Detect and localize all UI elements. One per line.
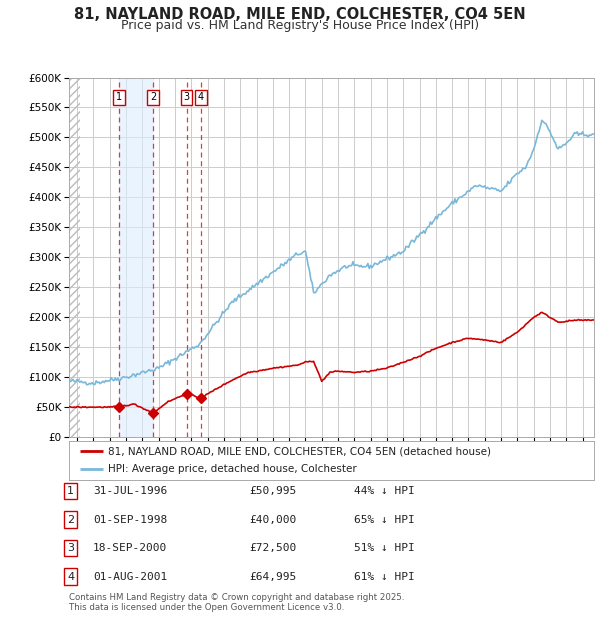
Text: £40,000: £40,000 [249, 515, 296, 525]
Bar [119, 78, 153, 437]
Text: 01-AUG-2001: 01-AUG-2001 [93, 572, 167, 582]
Bar [69, 78, 80, 437]
Text: 81, NAYLAND ROAD, MILE END, COLCHESTER, CO4 5EN: 81, NAYLAND ROAD, MILE END, COLCHESTER, … [74, 7, 526, 22]
Text: 65% ↓ HPI: 65% ↓ HPI [354, 515, 415, 525]
Text: 18-SEP-2000: 18-SEP-2000 [93, 543, 167, 553]
Text: Price paid vs. HM Land Registry's House Price Index (HPI): Price paid vs. HM Land Registry's House … [121, 19, 479, 32]
Text: £50,995: £50,995 [249, 486, 296, 496]
Text: 4: 4 [198, 92, 204, 102]
Text: HPI: Average price, detached house, Colchester: HPI: Average price, detached house, Colc… [109, 464, 357, 474]
Text: 51% ↓ HPI: 51% ↓ HPI [354, 543, 415, 553]
Text: 4: 4 [67, 572, 74, 582]
Text: 81, NAYLAND ROAD, MILE END, COLCHESTER, CO4 5EN (detached house): 81, NAYLAND ROAD, MILE END, COLCHESTER, … [109, 446, 491, 456]
Text: 2: 2 [150, 92, 157, 102]
Text: £72,500: £72,500 [249, 543, 296, 553]
Text: 44% ↓ HPI: 44% ↓ HPI [354, 486, 415, 496]
Text: 3: 3 [184, 92, 190, 102]
Text: 2: 2 [67, 515, 74, 525]
Bar [69, 78, 80, 437]
Text: 31-JUL-1996: 31-JUL-1996 [93, 486, 167, 496]
Text: 01-SEP-1998: 01-SEP-1998 [93, 515, 167, 525]
Text: Contains HM Land Registry data © Crown copyright and database right 2025.
This d: Contains HM Land Registry data © Crown c… [69, 593, 404, 612]
Text: 61% ↓ HPI: 61% ↓ HPI [354, 572, 415, 582]
Text: £64,995: £64,995 [249, 572, 296, 582]
Text: 3: 3 [67, 543, 74, 553]
Text: 1: 1 [67, 486, 74, 496]
Text: 1: 1 [116, 92, 122, 102]
